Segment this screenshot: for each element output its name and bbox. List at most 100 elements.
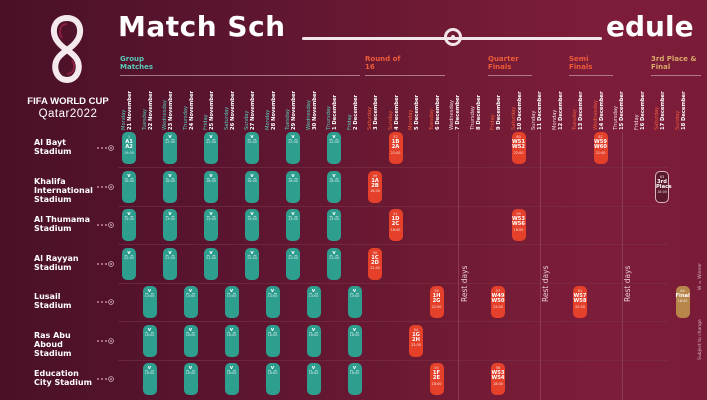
date-weekday: Tuesday [428,108,435,130]
match-chip[interactable]: _v_ 22:00 [327,132,341,164]
match-chip[interactable]: _v_ 16:00 [163,170,177,203]
venue-name: Al Rayyan Stadium [34,253,79,272]
match-teams: _v_ [165,172,175,179]
match-chip[interactable]: 64 Final 18:00 [675,286,690,318]
match-chip[interactable]: _v_ 13:00 [122,209,136,241]
match-chip[interactable]: _v_ 16:00 [142,324,157,357]
match-chip[interactable]: _v_ 22:00 [163,132,177,164]
match-chip[interactable]: _v_ 13:00 [265,286,280,318]
match-time: 18:00 [493,381,503,386]
match-chip[interactable]: _v_ 22:00 [286,132,300,164]
match-chip[interactable]: _v_ 13:00 [204,209,218,241]
stage-third-place-final: 3rd Place & Final [651,55,697,71]
title-slider-knob[interactable] [444,28,462,46]
date-header: Tuesday 13 December [572,78,584,130]
match-chip[interactable]: 55 1F 2E 18:00 [429,363,444,395]
match-chip[interactable]: 59 W53 W56 18:00 [511,209,526,241]
match-chip[interactable]: 51 1D 2C 18:00 [388,209,403,241]
match-chip[interactable]: _v_ 16:00 [327,170,341,203]
match-chip[interactable]: _v_ 13:00 [224,286,239,318]
match-chip[interactable]: _v_ 16:00 [204,170,218,203]
match-chip[interactable]: _v_ 13:00 [286,209,300,241]
date-header: Wednesday 30 November [306,78,318,130]
stage-semi-finals: Semi Finals [569,55,593,71]
date-label: 22 November [147,90,154,130]
match-teams: W53 W56 [512,216,525,228]
match-chip[interactable]: _v_ 16:00 [183,363,198,395]
date-header: Friday 16 December [634,78,646,130]
match-teams: A1 A2 [125,139,133,151]
match-time: 22:00 [124,255,134,260]
match-chip[interactable]: _v_ 16:00 [286,170,300,203]
match-chip[interactable]: 61 W57 W58 22:00 [573,286,587,318]
match-teams: _v_ [145,326,154,333]
match-chip[interactable]: _v_ 13:00 [183,286,198,318]
date-header: Friday 9 December [490,78,502,130]
match-chip[interactable]: _v_ 16:00 [142,363,157,395]
match-chip[interactable]: _v_ 22:00 [286,247,300,280]
match-teams: _v_ [206,249,216,256]
match-chip[interactable]: _v_ 13:00 [327,209,341,241]
match-chip[interactable]: 58 W53 W54 18:00 [491,363,505,395]
date-header: Thursday 15 December [613,78,625,130]
match-chip[interactable]: 57 W49 W50 22:00 [491,286,505,318]
match-chip[interactable]: _v_ 22:00 [122,247,136,280]
match-chip[interactable]: _v_ 16:00 [183,324,198,357]
match-chip[interactable]: 60 W51 W52 22:00 [511,132,526,164]
match-chip[interactable]: _v_ 13:00 [245,209,259,241]
match-chip[interactable]: 49 1A 2B 18:00 [368,170,382,203]
match-teams: W57 W58 [573,293,587,305]
match-time: 13:00 [124,217,134,222]
match-chip[interactable]: 54 1G 2H 22:00 [409,324,423,357]
match-chip[interactable]: _v_ 22:00 [204,132,218,164]
match-chip[interactable]: _v_ 13:00 [306,286,321,318]
match-chip[interactable]: 62 W59 W60 22:00 [593,132,608,164]
date-header: Tuesday 6 December [428,78,441,130]
match-chip[interactable]: _v_ 13:00 [163,209,177,241]
match-chip[interactable]: _v_ 13:00 [142,286,157,318]
match-chip[interactable]: _v_ 16:00 [265,324,280,357]
match-teams: _v_ [186,365,195,371]
match-teams: _v_ [350,288,359,294]
match-number: 1 [127,135,131,139]
date-label: 14 December [598,91,605,130]
date-label: 12 December [557,91,564,130]
match-teams: _v_ [329,249,339,256]
match-teams: _v_ [165,211,175,217]
match-time: 13:00 [247,217,257,222]
match-chip[interactable]: _v_ 16:00 [347,363,362,395]
match-chip[interactable]: _v_ 13:00 [347,286,362,318]
match-chip[interactable]: _v_ 16:00 [347,324,362,357]
match-time: 16:00 [124,178,134,183]
date-label: 10 December [516,91,523,130]
match-chip[interactable]: _v_ 22:00 [327,247,341,280]
match-chip[interactable]: _v_ 16:00 [122,170,136,203]
match-chip[interactable]: 56 1H 2G 22:00 [429,286,444,318]
world-cup-wordmark: FIFA WORLD CUP [27,96,109,107]
match-number: 61 [577,289,583,293]
match-chip[interactable]: 1 A1 A2 19:00 [122,132,136,164]
match-chip[interactable]: _v_ 22:00 [245,132,259,164]
match-chip[interactable]: 52 1B 2A 22:00 [388,132,403,164]
match-chip[interactable]: _v_ 16:00 [245,170,259,203]
match-time: 16:00 [165,178,175,183]
date-header: Thursday 1 December [326,78,338,130]
match-time: 16:00 [349,371,360,376]
stage-divider [488,75,532,76]
match-chip[interactable]: _v_ 22:00 [204,247,218,280]
match-teams: _v_ [350,365,359,371]
match-chip[interactable]: _v_ 16:00 [306,324,321,357]
match-chip[interactable]: _v_ 16:00 [224,363,239,395]
match-chip[interactable]: _v_ 16:00 [265,363,280,395]
match-chip[interactable]: _v_ 22:00 [163,247,177,280]
match-chip[interactable]: 50 1C 2D 22:00 [368,247,382,280]
match-time: 13:00 [165,217,175,222]
match-time: 22:00 [247,255,257,260]
match-chip[interactable]: 63 3rd Place 18:00 [655,170,672,203]
match-chip[interactable]: _v_ 16:00 [224,324,239,357]
match-chip[interactable]: _v_ 16:00 [306,363,321,395]
match-teams: _v_ [329,211,339,217]
match-chip[interactable]: _v_ 22:00 [245,247,259,280]
match-time: 13:00 [349,294,360,299]
match-number: 52 [393,135,398,139]
